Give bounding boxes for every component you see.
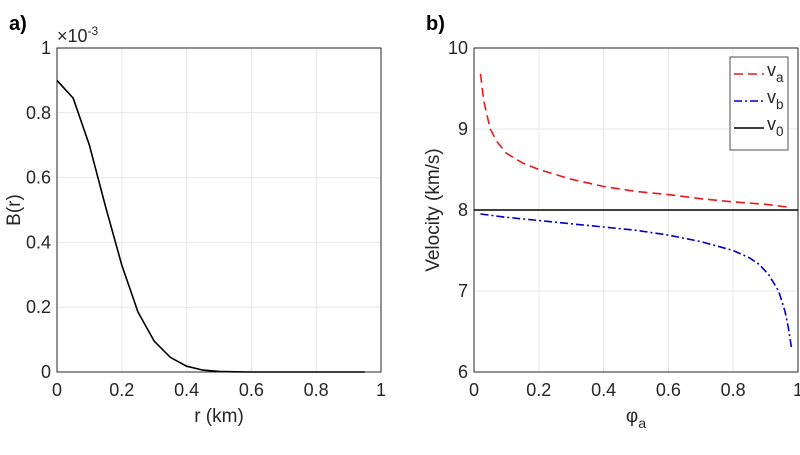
y-multiplier-label: ×10-3 [57, 24, 99, 46]
y-tick-label: 1 [41, 38, 51, 58]
legend-entry: va [767, 60, 784, 85]
x-tick-label: 0 [469, 380, 479, 400]
x-tick-label: 0 [52, 380, 62, 400]
y-tick-label: 0.8 [26, 103, 51, 123]
x-tick-label: 0.6 [239, 380, 264, 400]
series-line-curve [56, 79, 365, 373]
panel-label: a) [9, 13, 27, 35]
x-axis-label: φa [626, 406, 646, 432]
y-tick-label: 10 [448, 38, 468, 58]
y-tick-label: 8 [458, 200, 468, 220]
panel-b: 0 0.2 0.4 0.6 0.8 1 6 7 8 9 10b) φa Velocity (km/s) v… [423, 13, 800, 432]
series-line-v_a [479, 73, 792, 209]
y-tick-label: 9 [458, 119, 468, 139]
y-axis-label: Velocity (km/s) [423, 148, 444, 272]
x-tick-label: 1 [376, 380, 386, 400]
x-tick-label: 0.8 [304, 380, 329, 400]
x-tick-label: 0.8 [721, 380, 746, 400]
x-tick-label: 1 [793, 380, 800, 400]
x-tick-label: 0.6 [656, 380, 681, 400]
y-tick-label: 7 [458, 281, 468, 301]
panel-a: 0 0.2 0.4 0.6 0.8 1 0 0.2 0.4 0.6 0.8 1 a) r (km) B(r)… [4, 13, 386, 427]
panel-label: b) [426, 13, 445, 35]
x-tick-label: 0.4 [591, 380, 616, 400]
y-tick-label: 0.6 [26, 168, 51, 188]
y-axis-label: B(r) [4, 194, 25, 226]
y-tick-label: 0 [41, 362, 51, 382]
legend-entry: v0 [767, 114, 784, 139]
legend-box [729, 56, 789, 151]
x-tick-label: 0.2 [526, 380, 551, 400]
x-tick-label: 0.2 [109, 380, 134, 400]
y-tick-label: 0.4 [26, 232, 51, 252]
legend-entry: vb [767, 87, 784, 112]
y-tick-label: 0.2 [26, 297, 51, 317]
plot-area [57, 48, 381, 372]
y-tick-label: 6 [458, 362, 468, 382]
x-tick-label: 0.4 [174, 380, 199, 400]
x-axis-label: r (km) [194, 406, 244, 427]
